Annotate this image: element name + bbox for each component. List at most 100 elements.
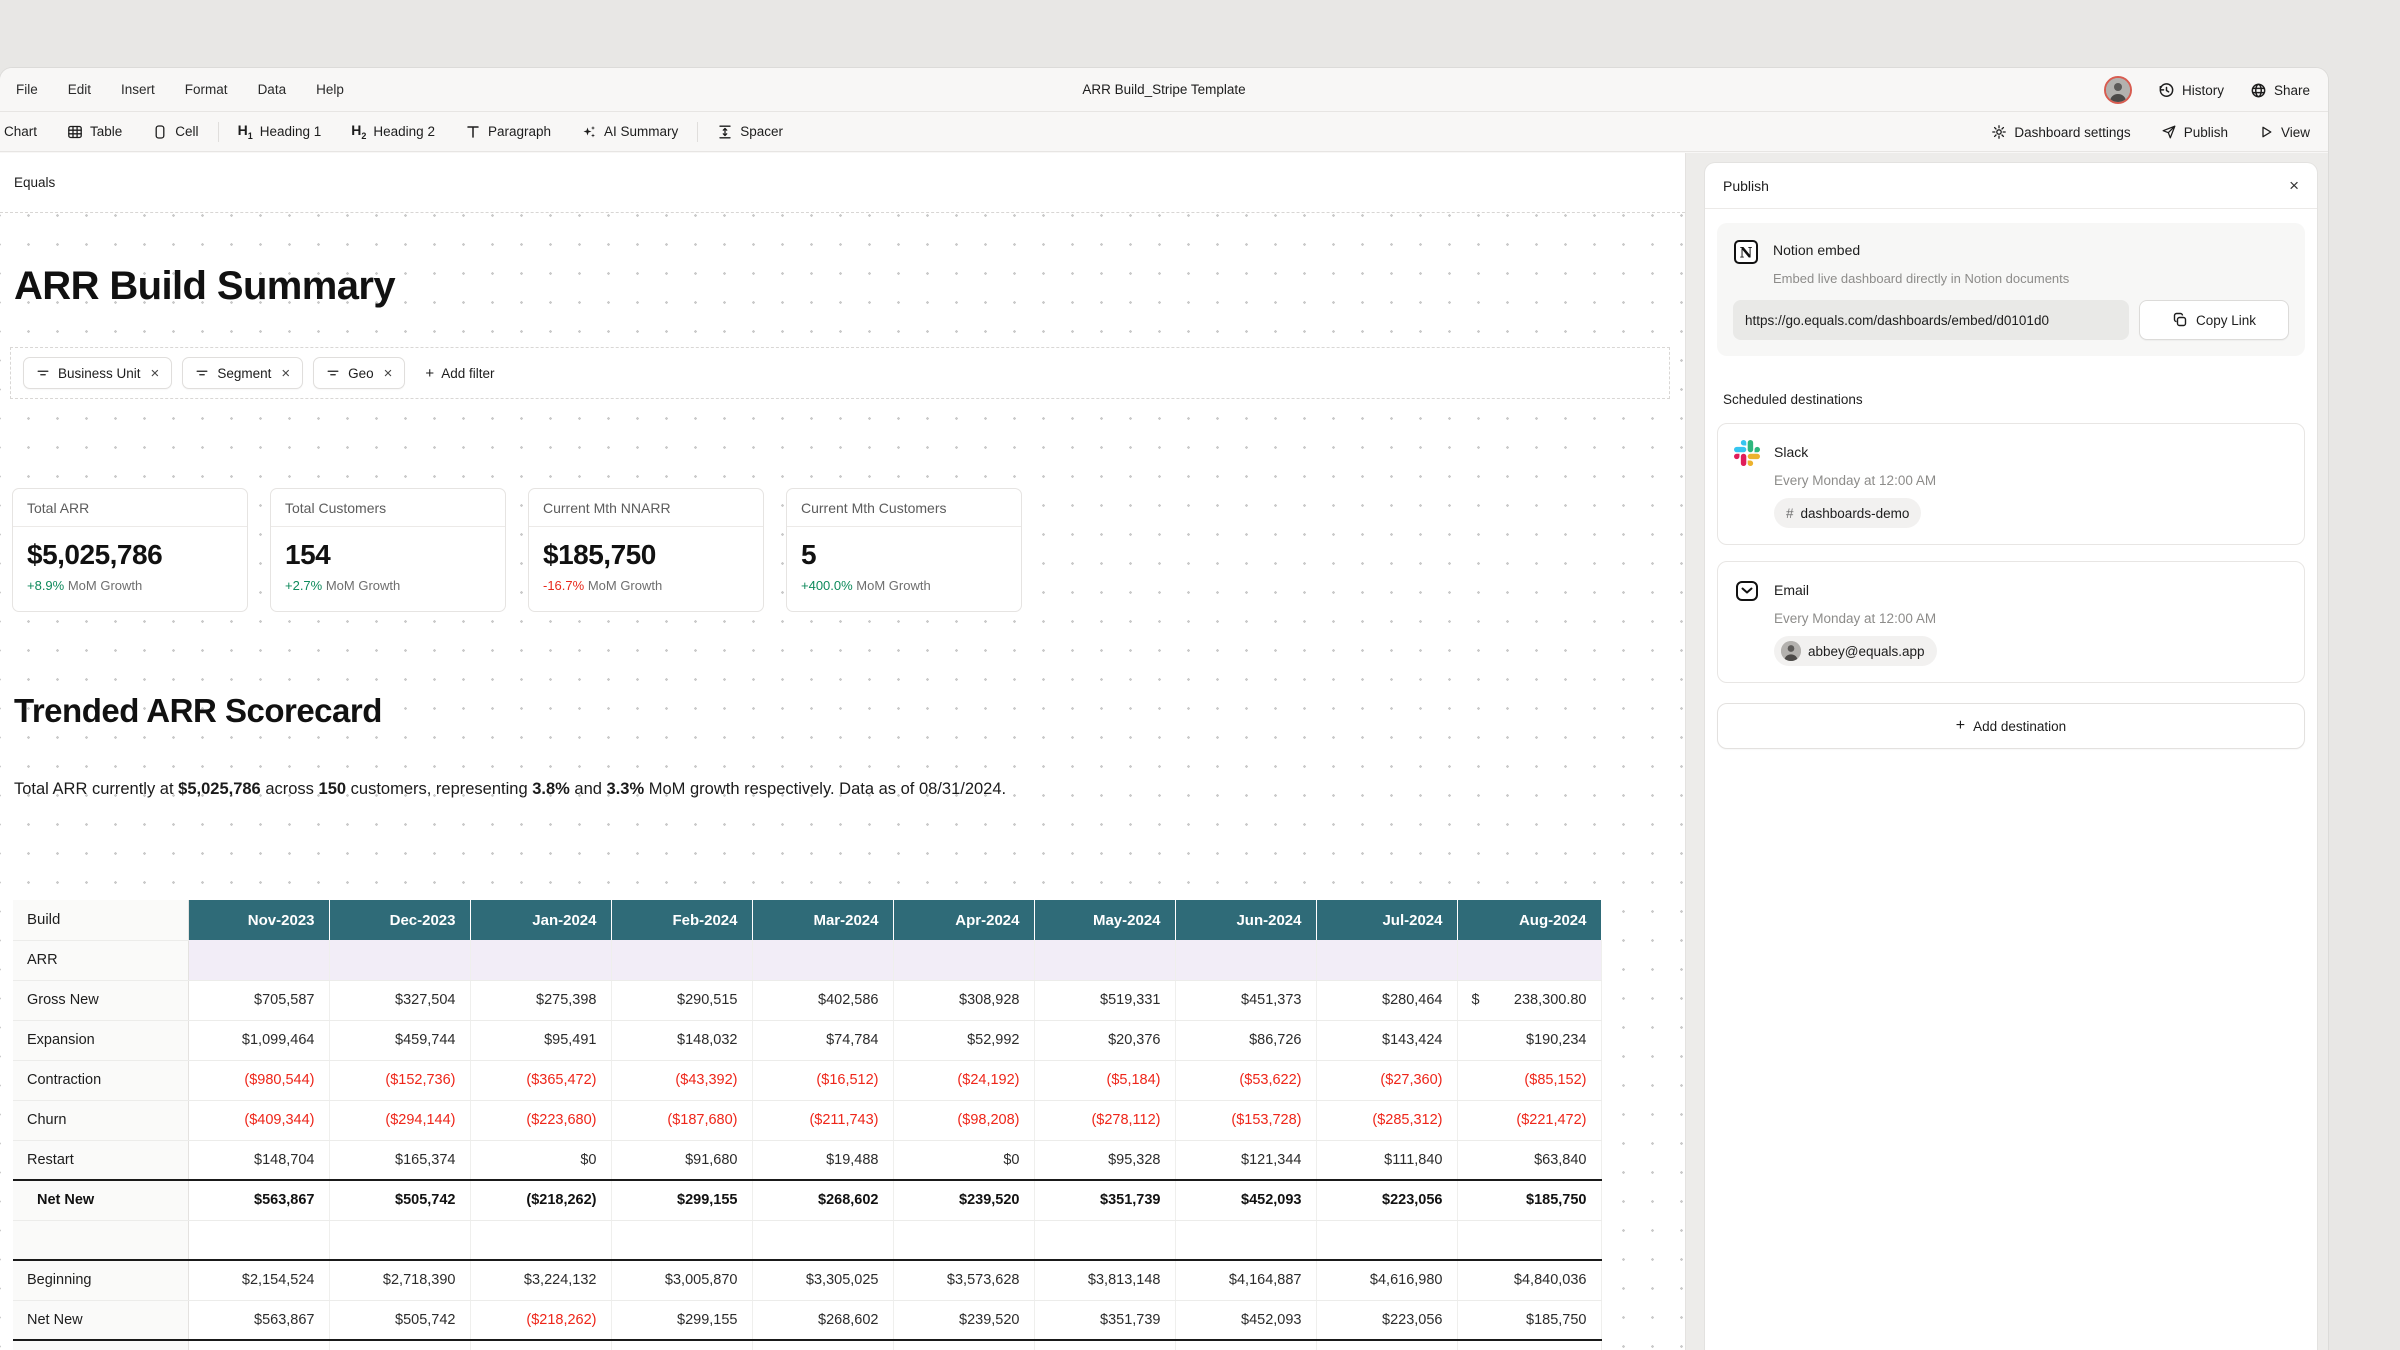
table-cell[interactable]: $505,742 (329, 1179, 471, 1221)
table-cell[interactable]: $327,504 (329, 980, 471, 1021)
table-cell[interactable]: $165,374 (329, 1140, 471, 1181)
add-destination-button[interactable]: + Add destination (1717, 703, 2305, 749)
remove-filter-icon[interactable]: × (281, 364, 291, 382)
table-cell[interactable] (893, 940, 1035, 981)
table-cell[interactable] (1175, 940, 1317, 981)
table-cell[interactable]: $190,234 (1457, 1020, 1602, 1061)
table-cell[interactable]: ($294,144) (329, 1100, 471, 1141)
table-cell[interactable]: $63,840 (1457, 1140, 1602, 1181)
table-cell[interactable]: ($153,728) (1175, 1100, 1317, 1141)
table-cell[interactable]: $143,424 (1316, 1020, 1458, 1061)
table-cell[interactable] (1034, 940, 1176, 981)
table-cell[interactable]: $563,867 (188, 1300, 330, 1341)
destination-target-pill[interactable]: # dashboards-demo (1774, 498, 1922, 528)
table-cell[interactable] (611, 1220, 753, 1261)
table-cell[interactable]: $519,331 (1034, 980, 1176, 1021)
toolbar-button-dashboard-settings[interactable]: Dashboard settings (1991, 124, 2131, 140)
toolbar-item-heading-1[interactable]: H1 Heading 1 (223, 112, 337, 151)
toolbar-item-spacer[interactable]: Spacer (702, 112, 798, 151)
table-cell[interactable]: $3,813,148 (893, 1339, 1035, 1350)
table-cell[interactable] (611, 940, 753, 981)
table-cell[interactable]: $223,056 (1316, 1179, 1458, 1221)
table-cell[interactable]: $238,300.80 (1457, 980, 1602, 1021)
toolbar-item-heading-2[interactable]: H2 Heading 2 (336, 112, 450, 151)
table-cell[interactable]: $239,520 (893, 1179, 1035, 1221)
menu-item-format[interactable]: Format (184, 82, 228, 97)
table-cell[interactable]: $0 (893, 1140, 1035, 1181)
table-cell[interactable]: $148,032 (611, 1020, 753, 1061)
table-cell[interactable]: $505,742 (329, 1300, 471, 1341)
table-cell[interactable]: ($409,344) (188, 1100, 330, 1141)
table-cell[interactable]: $1,099,464 (188, 1020, 330, 1061)
table-cell[interactable]: ($218,262) (470, 1179, 612, 1221)
remove-filter-icon[interactable]: × (150, 364, 160, 382)
table-cell[interactable]: $4,616,980 (1175, 1339, 1317, 1350)
table-cell[interactable]: $3,005,870 (470, 1339, 612, 1350)
table-cell[interactable]: ($218,262) (470, 1300, 612, 1341)
copy-link-button[interactable]: Copy Link (2139, 300, 2289, 340)
table-cell[interactable]: $5,025,786 (1457, 1339, 1602, 1350)
table-cell[interactable]: $4,840,036 (1457, 1259, 1602, 1301)
filter-pill-business-unit[interactable]: Business Unit × (23, 357, 173, 389)
menu-item-insert[interactable]: Insert (121, 82, 155, 97)
table-cell[interactable]: $185,750 (1457, 1179, 1602, 1221)
table-cell[interactable] (188, 940, 330, 981)
table-cell[interactable]: ($53,622) (1175, 1060, 1317, 1101)
table-cell[interactable]: ($187,680) (611, 1100, 753, 1141)
table-cell[interactable] (752, 940, 894, 981)
table-cell[interactable]: $19,488 (752, 1140, 894, 1181)
table-cell[interactable] (1175, 1220, 1317, 1261)
table-cell[interactable] (470, 940, 612, 981)
table-cell[interactable]: $3,305,025 (752, 1259, 894, 1301)
table-cell[interactable]: ($285,312) (1316, 1100, 1458, 1141)
table-cell[interactable]: $4,840,036 (1316, 1339, 1458, 1350)
table-cell[interactable]: $268,602 (752, 1179, 894, 1221)
filter-pill-segment[interactable]: Segment × (182, 357, 304, 389)
table-cell[interactable]: $563,867 (188, 1179, 330, 1221)
history-button[interactable]: History (2158, 82, 2224, 99)
table-cell[interactable]: $95,328 (1034, 1140, 1176, 1181)
table-cell[interactable] (188, 1220, 330, 1261)
table-cell[interactable]: $459,744 (329, 1020, 471, 1061)
embed-url-field[interactable]: https://go.equals.com/dashboards/embed/d… (1733, 300, 2129, 340)
toolbar-item-paragraph[interactable]: Paragraph (450, 112, 566, 151)
table-cell[interactable]: $3,305,025 (611, 1339, 753, 1350)
table-cell[interactable]: ($980,544) (188, 1060, 330, 1101)
table-cell[interactable]: $95,491 (470, 1020, 612, 1061)
add-filter-button[interactable]: + Add filter (415, 365, 504, 382)
table-cell[interactable]: $4,164,887 (1034, 1339, 1176, 1350)
menu-item-edit[interactable]: Edit (67, 82, 92, 97)
table-cell[interactable] (893, 1220, 1035, 1261)
table-cell[interactable]: $3,813,148 (1034, 1259, 1176, 1301)
table-cell[interactable]: $705,587 (188, 980, 330, 1021)
table-cell[interactable]: ($5,184) (1034, 1060, 1176, 1101)
table-cell[interactable]: $299,155 (611, 1179, 753, 1221)
table-cell[interactable]: $3,573,628 (752, 1339, 894, 1350)
table-cell[interactable]: $2,718,390 (329, 1259, 471, 1301)
table-cell[interactable]: $148,704 (188, 1140, 330, 1181)
toolbar-button-publish[interactable]: Publish (2161, 124, 2228, 140)
table-cell[interactable]: $299,155 (611, 1300, 753, 1341)
table-cell[interactable] (1034, 1220, 1176, 1261)
table-cell[interactable]: $2,154,524 (188, 1259, 330, 1301)
share-button[interactable]: Share (2250, 82, 2310, 99)
table-cell[interactable]: $74,784 (752, 1020, 894, 1061)
table-cell[interactable]: $290,515 (611, 980, 753, 1021)
table-cell[interactable] (329, 940, 471, 981)
table-cell[interactable]: $351,739 (1034, 1179, 1176, 1221)
destination-card-slack[interactable]: Slack Every Monday at 12:00 AM # dashboards… (1717, 423, 2305, 545)
table-cell[interactable]: $268,602 (752, 1300, 894, 1341)
menu-item-data[interactable]: Data (257, 82, 287, 97)
toolbar-button-view[interactable]: View (2258, 124, 2310, 140)
table-cell[interactable]: $275,398 (470, 980, 612, 1021)
toolbar-item-chart[interactable]: Chart (0, 112, 52, 151)
remove-filter-icon[interactable]: × (383, 364, 393, 382)
menu-item-file[interactable]: File (16, 82, 38, 97)
table-cell[interactable]: $3,224,132 (329, 1339, 471, 1350)
table-cell[interactable]: $2,718,390 (188, 1339, 330, 1350)
toolbar-item-table[interactable]: Table (52, 112, 137, 151)
avatar[interactable] (2103, 76, 2132, 104)
destination-target-pill[interactable]: abbey@equals.app (1774, 636, 1937, 666)
table-cell[interactable]: $308,928 (893, 980, 1035, 1021)
table-cell[interactable] (752, 1220, 894, 1261)
